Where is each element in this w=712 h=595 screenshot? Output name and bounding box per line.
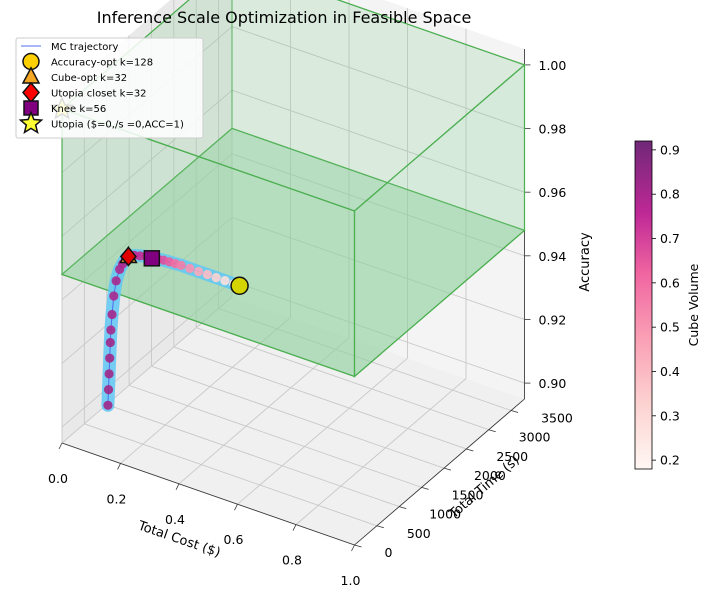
- legend-box: [15, 37, 204, 139]
- x-tick-label: 0.6: [224, 532, 244, 547]
- x-tick-label: 0.0: [48, 471, 68, 486]
- grid-line-z-left: [61, 89, 233, 237]
- x-tick-label: 0.8: [282, 553, 302, 568]
- x-tick-label: 1.0: [341, 573, 361, 588]
- y-tick-label: 1000: [429, 507, 461, 522]
- x-tick-mark: [58, 442, 63, 450]
- y-axis-line: [354, 398, 525, 546]
- trajectory-point: [176, 260, 186, 270]
- legend-utopia-label: Utopia ($=0,/s =0,ACC=1): [51, 120, 184, 131]
- grid-line-x-floor: [295, 378, 467, 525]
- trajectory-point: [103, 384, 114, 395]
- x-tick-mark: [292, 524, 297, 531]
- trajectory-point: [104, 369, 114, 379]
- trajectory-point: [105, 353, 115, 363]
- legend-knee-label: Knee k=56: [51, 104, 106, 115]
- grid-line-y-floor: [173, 346, 467, 450]
- legend-accuracy-opt-label: Accuracy-opt k=128: [51, 58, 153, 69]
- legend-utopia-closest-label: Utopia closet k=32: [51, 89, 147, 100]
- legend-utopia: Utopia ($=0,/s =0,ACC=1): [18, 110, 184, 134]
- trajectory-point: [185, 263, 195, 274]
- colorbar-tick-label: 0.5: [660, 320, 680, 335]
- trajectory-point: [202, 269, 212, 280]
- z-tick-label: 0.94: [539, 249, 567, 264]
- y-tick-label: 500: [407, 526, 431, 541]
- y-tick-mark: [376, 525, 384, 529]
- legend-trajectory-label: MC trajectory: [51, 42, 119, 53]
- y-tick-mark: [488, 429, 496, 433]
- y-tick-mark: [399, 506, 407, 509]
- tick-labels: 0.00.20.40.60.81.00500100015002000250030…: [48, 58, 573, 588]
- y-tick-label: 2000: [474, 468, 506, 483]
- y-tick-mark: [421, 486, 429, 490]
- trajectory-point: [103, 400, 113, 410]
- trajectory-point: [107, 309, 117, 320]
- z-axis-title: Accuracy: [578, 232, 593, 292]
- z-tick-label: 1.00: [539, 58, 567, 73]
- z-tick-label: 0.90: [539, 376, 567, 391]
- legend-accuracy-opt: Accuracy-opt k=128: [22, 52, 153, 71]
- grid-line-y-floor: [128, 384, 422, 488]
- accuracy-opt-marker: [230, 276, 249, 295]
- legend-trajectory: MC trajectory: [21, 42, 119, 53]
- y-tick-label: 2500: [496, 449, 528, 464]
- colorbar-bar: [634, 140, 653, 470]
- y-tick-mark: [354, 544, 362, 548]
- trajectory-point: [220, 276, 230, 286]
- knee-marker: [143, 250, 161, 267]
- colorbar-tick-label: 0.4: [660, 364, 680, 379]
- trajectory-point: [109, 291, 119, 301]
- x-tick-label: 0.2: [107, 491, 127, 506]
- grid-line-y-floor: [106, 404, 400, 508]
- utopia-closest-marker: [119, 246, 137, 267]
- legend: MC trajectory Accuracy-opt k=128 Cube-opt …: [15, 37, 204, 139]
- colorbar-tick-label: 0.9: [660, 142, 680, 157]
- grid-line-y-floor: [151, 365, 445, 469]
- trajectory-point: [106, 325, 116, 335]
- x-tick-mark: [175, 483, 180, 490]
- trajectory-point: [194, 266, 204, 277]
- legend-knee: Knee k=56: [23, 100, 106, 116]
- grid-line-x-floor: [237, 357, 408, 505]
- x-axis-line: [61, 442, 355, 546]
- x-tick-label: 0.4: [165, 512, 185, 527]
- x-tick-mark: [117, 463, 121, 470]
- trajectory-point: [111, 276, 121, 286]
- grid-line-z-back: [231, 89, 525, 193]
- colorbar-title: Cube Volume: [686, 263, 701, 346]
- colorbar-tick-label: 0.3: [660, 408, 680, 423]
- y-tick-mark: [466, 448, 474, 452]
- legend-utopia-swatch: [18, 110, 44, 134]
- z-tick-label: 0.96: [539, 185, 567, 200]
- colorbar: 0.2 0.3 0.4 0.5 0.6 0.7 0.8 0.9 Cube Volume: [634, 140, 701, 470]
- y-tick-label: 0: [385, 545, 393, 560]
- z-tick-label: 0.98: [539, 122, 567, 137]
- legend-cube-opt-label: Cube-opt k=32: [51, 73, 127, 84]
- colorbar-tick-label: 0.6: [660, 275, 680, 290]
- colorbar-tick-label: 0.2: [660, 453, 680, 468]
- colorbar-tick-label: 0.8: [660, 187, 680, 202]
- grid-line-y-floor: [84, 423, 378, 527]
- y-tick-label: 3500: [541, 411, 573, 426]
- y-tick-mark: [443, 467, 452, 471]
- chart-title: Inference Scale Optimization in Feasible…: [97, 8, 472, 27]
- z-tick-label: 0.92: [539, 312, 567, 327]
- x-tick-mark: [234, 504, 238, 511]
- y-tick-label: 1500: [452, 487, 484, 502]
- colorbar-tick-label: 0.7: [660, 231, 680, 246]
- trajectory-point: [211, 272, 221, 283]
- grid-line-y-floor: [196, 327, 489, 431]
- trajectory-point: [105, 337, 115, 348]
- x-tick-mark: [351, 544, 355, 552]
- y-tick-label: 3000: [519, 430, 551, 445]
- grid-line-z-back: [231, 26, 525, 129]
- y-tick-mark: [510, 410, 519, 413]
